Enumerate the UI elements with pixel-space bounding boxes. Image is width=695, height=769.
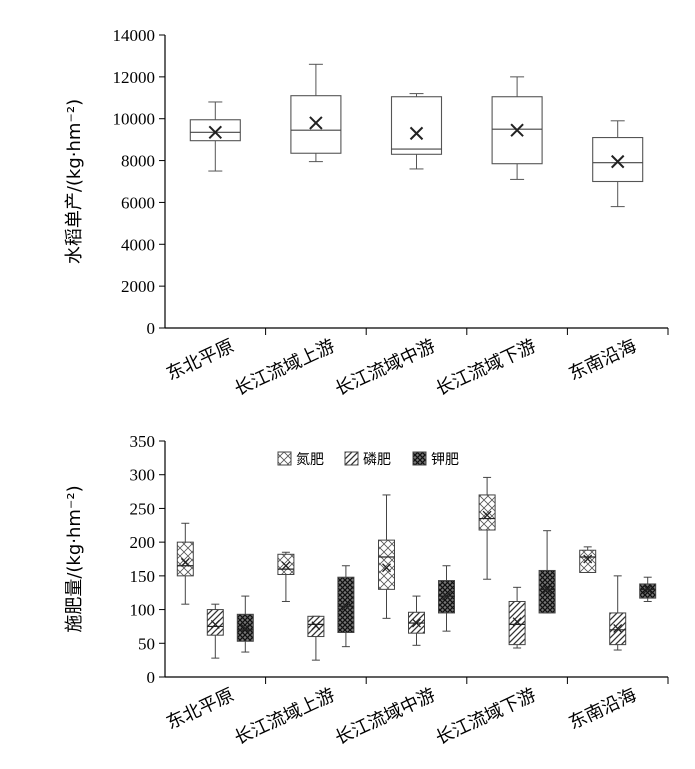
mean-marker xyxy=(482,510,492,520)
mean-marker xyxy=(210,619,220,629)
mean-marker xyxy=(240,623,250,633)
y-tick-label: 300 xyxy=(130,466,156,485)
box-body xyxy=(390,96,443,155)
box-body xyxy=(378,539,395,590)
mean-marker xyxy=(208,125,223,140)
y-tick-label: 150 xyxy=(130,567,156,586)
box-3 xyxy=(378,494,395,619)
y-tick-label: 200 xyxy=(130,533,156,552)
box-4 xyxy=(478,476,496,580)
box-2 xyxy=(277,551,295,602)
mean-marker xyxy=(510,123,524,137)
x-category-label: 东北平原 xyxy=(163,684,237,733)
y-tick-label: 350 xyxy=(130,432,156,451)
box-body xyxy=(189,119,241,142)
box-body xyxy=(478,494,496,531)
mean-marker xyxy=(311,621,321,631)
x-category-label: 东南沿海 xyxy=(566,335,640,384)
series-1 xyxy=(176,476,597,619)
mean-marker xyxy=(382,563,391,573)
panel-rice-yield: 02000400060008000100001200014000东北平原长江流域… xyxy=(64,26,669,400)
mean-marker xyxy=(409,126,424,141)
box-3 xyxy=(408,595,425,646)
legend: 氮肥 磷肥 钾肥 xyxy=(277,451,459,468)
box-5 xyxy=(639,576,657,602)
mean-marker xyxy=(613,623,623,633)
x-category-label: 长江流域上游 xyxy=(231,335,338,400)
x-category-label: 长江流域上游 xyxy=(231,684,338,749)
mean-marker xyxy=(583,554,593,564)
y-tick-label: 2000 xyxy=(121,277,155,296)
y-tick-label: 4000 xyxy=(121,235,155,254)
box-body xyxy=(290,95,342,154)
y-tick-label: 12000 xyxy=(113,68,156,87)
legend-swatch xyxy=(277,451,292,466)
box-1 xyxy=(236,595,254,653)
box-5 xyxy=(609,575,627,651)
legend-swatch xyxy=(344,451,359,466)
legend-label: 氮肥 xyxy=(296,452,324,468)
y-tick-label: 6000 xyxy=(121,193,155,212)
y-tick-label: 250 xyxy=(130,499,156,518)
y-tick-label: 8000 xyxy=(121,152,155,171)
legend-item: 磷肥 xyxy=(344,451,391,468)
box-4 xyxy=(491,76,543,180)
x-category-label: 长江流域下游 xyxy=(432,684,539,749)
box-body xyxy=(337,576,355,633)
x-category-label: 长江流域中游 xyxy=(332,335,439,400)
box-body xyxy=(592,137,644,183)
mean-marker xyxy=(341,601,351,611)
x-category-label: 东北平原 xyxy=(163,335,237,384)
box-body xyxy=(176,541,194,577)
box-5 xyxy=(592,120,644,208)
legend-label: 磷肥 xyxy=(363,452,391,468)
legend-label: 钾肥 xyxy=(431,452,459,468)
mean-marker xyxy=(412,618,421,628)
y-axis-title: 水稻单产/(kg·hm⁻²) xyxy=(64,99,85,264)
legend-swatch xyxy=(412,451,427,466)
series-2 xyxy=(206,575,627,661)
y-tick-label: 10000 xyxy=(113,110,156,129)
box-1 xyxy=(176,522,194,605)
mean-marker xyxy=(542,584,552,594)
box-2 xyxy=(337,565,355,648)
box-2 xyxy=(290,63,342,163)
mean-marker xyxy=(281,561,291,571)
legend-item: 氮肥 xyxy=(277,451,324,468)
y-tick-label: 14000 xyxy=(113,26,156,45)
mean-marker xyxy=(442,591,451,601)
y-tick-label: 0 xyxy=(147,668,156,687)
mean-marker xyxy=(309,116,323,130)
box-2 xyxy=(307,615,325,661)
box-body xyxy=(277,553,295,576)
box-body xyxy=(639,583,657,599)
box-4 xyxy=(508,586,526,649)
x-category-label: 东南沿海 xyxy=(566,684,640,733)
box-3 xyxy=(438,565,455,632)
box-body xyxy=(579,549,597,573)
series-3 xyxy=(236,530,657,653)
box-body xyxy=(508,600,526,646)
x-category-label: 长江流域中游 xyxy=(332,684,439,749)
box-body xyxy=(538,569,556,614)
panel-fertilizer: 0 50 100 150 200 250 300 350 东北平原长江流域上游长江流域中游长江流… xyxy=(64,432,669,749)
box-5 xyxy=(579,546,597,573)
y-tick-label: 0 xyxy=(147,319,156,338)
legend-item: 钾肥 xyxy=(412,451,459,468)
x-category-label: 长江流域下游 xyxy=(432,335,539,400)
box-1 xyxy=(206,603,224,659)
box-4 xyxy=(538,530,556,614)
y-tick-label: 50 xyxy=(138,634,155,653)
mean-marker xyxy=(643,584,653,594)
box-body xyxy=(206,609,224,636)
box-3 xyxy=(390,93,443,170)
box-1 xyxy=(189,101,241,172)
mean-marker xyxy=(610,154,625,169)
mean-marker xyxy=(180,557,190,567)
y-axis-title: 施肥量/(kg·hm⁻²) xyxy=(64,485,85,632)
mean-marker xyxy=(512,617,522,627)
y-tick-label: 100 xyxy=(130,601,156,620)
